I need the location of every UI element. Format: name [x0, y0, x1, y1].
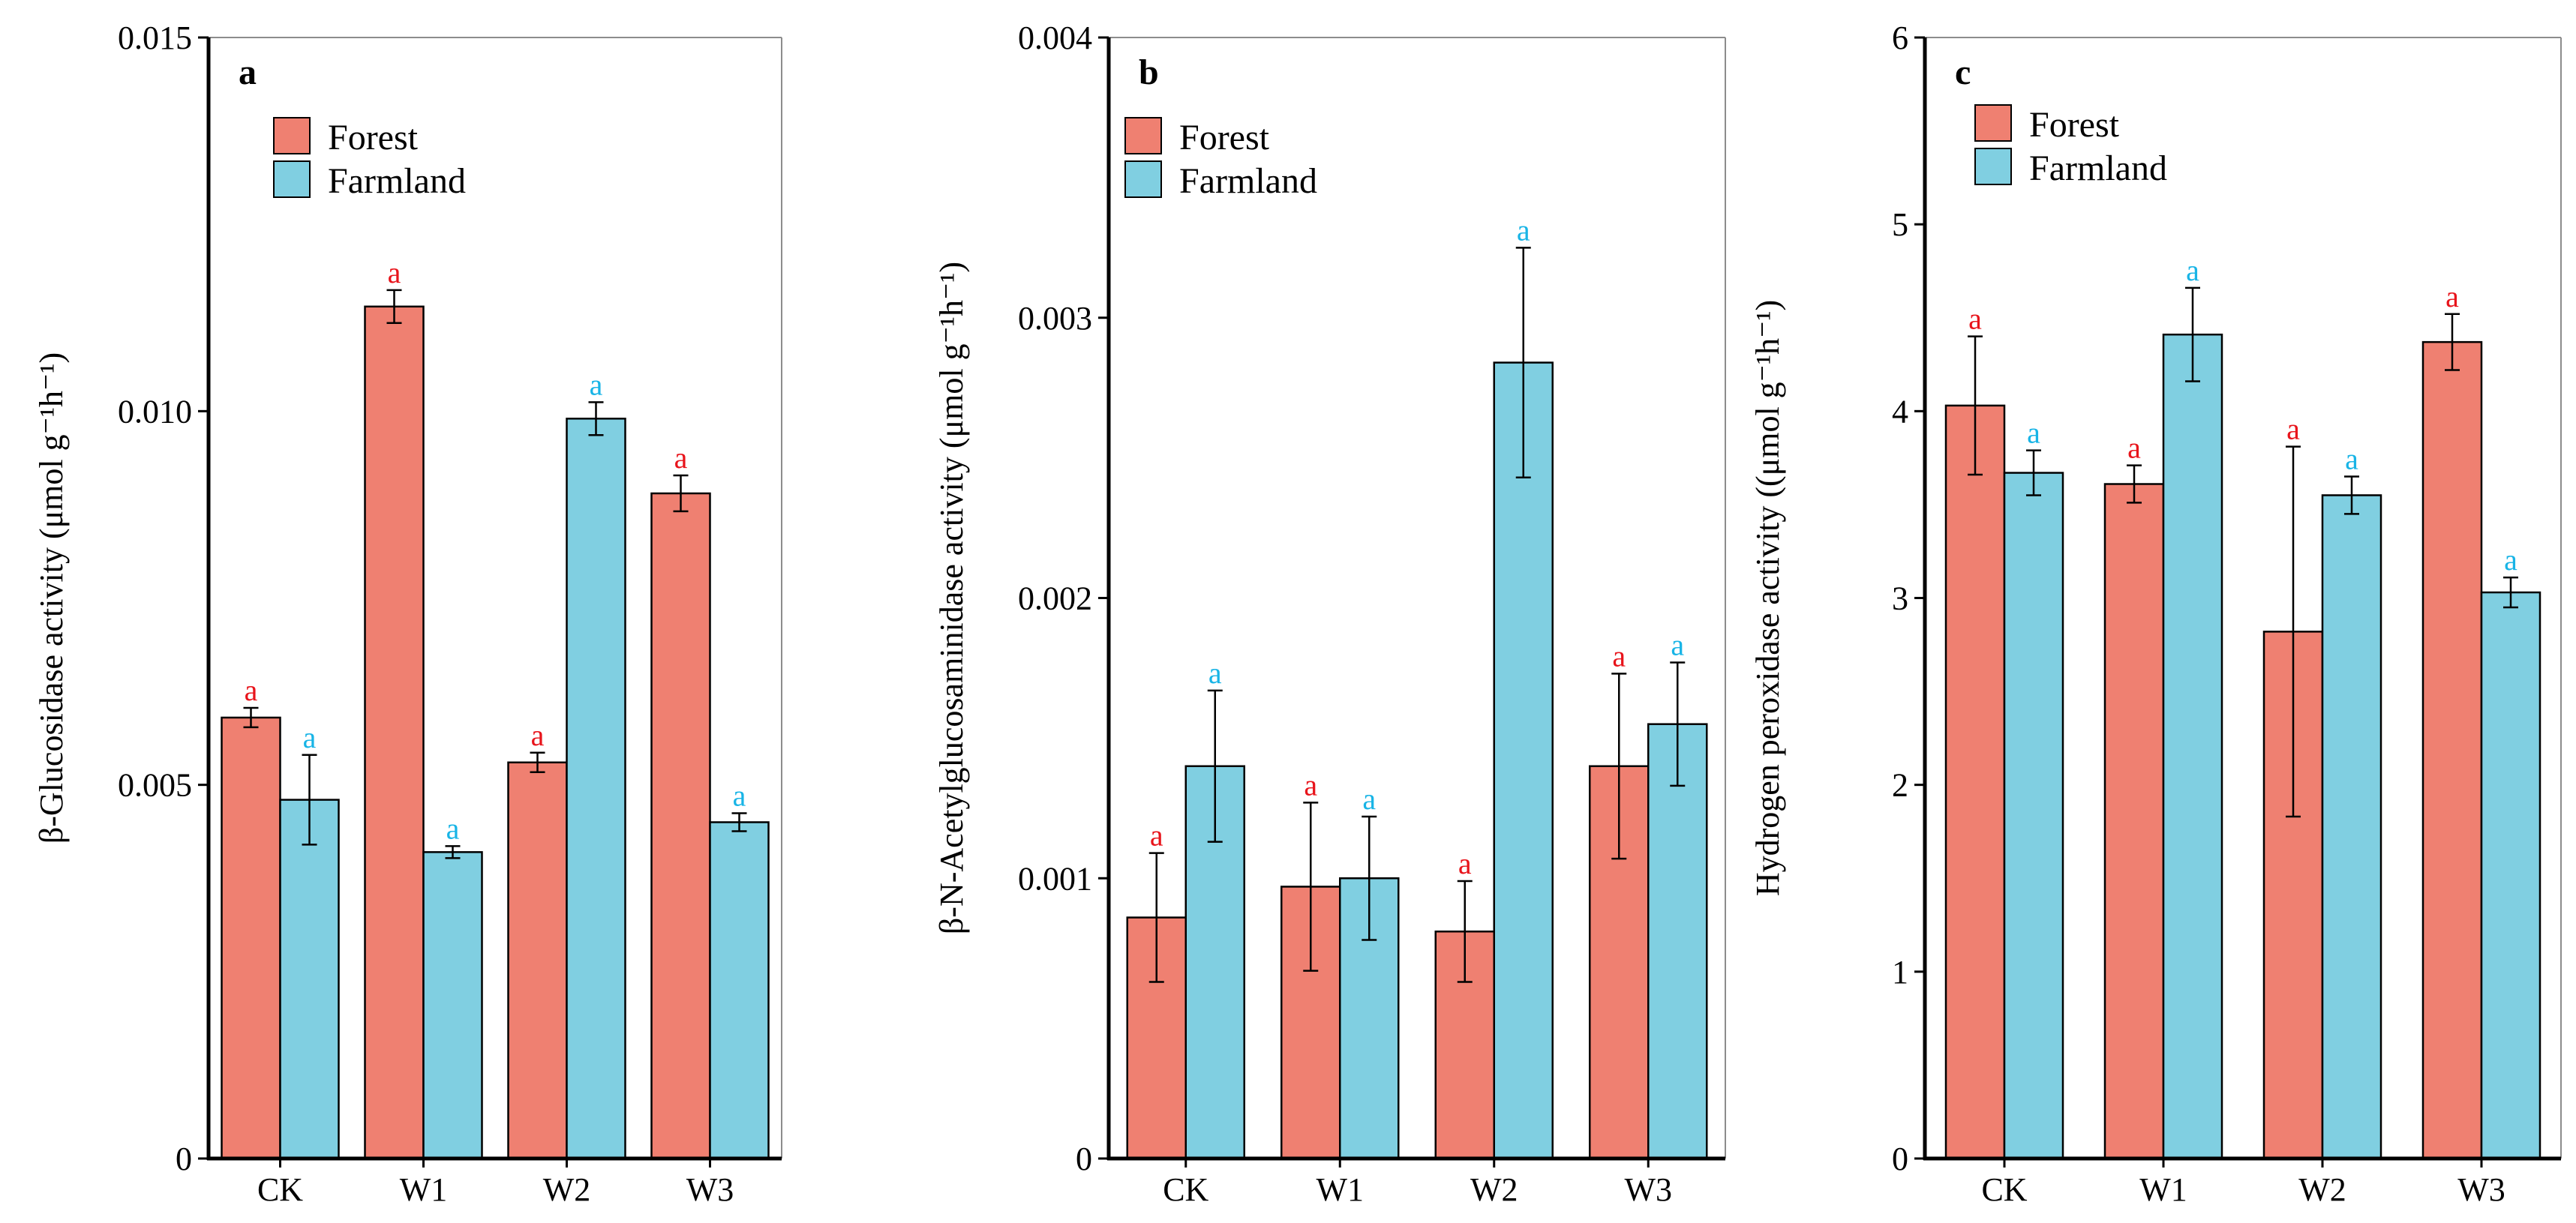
x-tick-label: W2 [543, 1171, 591, 1208]
legend-label-forest: Forest [1179, 118, 1270, 157]
y-tick-label: 0 [1892, 1141, 1908, 1177]
bar-farmland-w2 [2321, 494, 2382, 1160]
bar-farmland-ck [279, 799, 340, 1160]
y-tick-label: 4 [1892, 393, 1908, 430]
y-tick-label: 0 [1076, 1141, 1092, 1177]
bar-farmland-w2 [1493, 361, 1554, 1160]
x-tick-label: W3 [1624, 1171, 1672, 1208]
bar-forest-ck [221, 716, 281, 1160]
panel-letter: a [239, 52, 257, 92]
significance-letter: a [1208, 656, 1222, 690]
y-tick-label: 5 [1892, 206, 1908, 243]
x-tick-label: W2 [2298, 1171, 2346, 1208]
significance-letter: a [1150, 819, 1163, 853]
chart-panel-b: a a a a a a a a 0 0.001 0.002 0.003 0.004 CK W1 W2 W3 β-N… [933, 19, 1726, 1208]
legend-label-forest: Forest [2029, 105, 2120, 145]
legend-swatch-farmland [273, 160, 311, 198]
y-tick-label: 0 [176, 1141, 192, 1177]
panel-letter: b [1139, 52, 1159, 92]
bar-forest-w3 [2421, 340, 2483, 1160]
significance-letter: a [590, 367, 603, 401]
y-tick-label: 0.010 [118, 393, 192, 430]
legend-swatch-forest [1974, 104, 2012, 142]
y-tick-label: 3 [1892, 580, 1908, 617]
legend-swatch-farmland [1124, 160, 1162, 198]
x-tick-label: W2 [1470, 1171, 1518, 1208]
bar-forest-w1 [364, 305, 425, 1160]
significance-letter: a [303, 721, 317, 754]
bar-farmland-w2 [566, 418, 626, 1160]
x-tick-label: CK [1981, 1171, 2027, 1208]
y-axis-title: β-Glucosidase activity (μmol g⁻¹h⁻¹) [33, 352, 70, 844]
significance-letter: a [1517, 213, 1530, 247]
significance-letter: a [446, 811, 460, 845]
bar-farmland-w1 [422, 851, 483, 1160]
x-tick-label: W3 [2457, 1171, 2505, 1208]
y-tick-label: 0.015 [118, 19, 192, 56]
x-tick-label: W1 [1316, 1171, 1364, 1208]
significance-letter: a [2127, 431, 2141, 465]
bar-forest-w1 [2103, 483, 2165, 1160]
x-tick-label: CK [257, 1171, 303, 1208]
x-tick-label: W1 [400, 1171, 448, 1208]
significance-letter: a [2504, 543, 2517, 577]
legend-swatch-forest [1124, 117, 1162, 154]
bar-forest-ck [1944, 404, 2006, 1160]
significance-letter: a [2286, 412, 2300, 446]
significance-letter: a [2445, 280, 2459, 313]
bar-forest-w3 [650, 492, 711, 1160]
chart-panel-a: a a a a a a a a 0 0.005 0.010 0.015 CK W1 W2 W3 β-Glucos… [33, 19, 782, 1208]
y-tick-label: 0.005 [118, 767, 192, 804]
x-tick-label: W1 [2139, 1171, 2187, 1208]
significance-letter: a [1968, 302, 1982, 336]
y-axis-title: β-N-Acetylglucosaminidase activity (μmol… [933, 262, 970, 934]
y-tick-label: 1 [1892, 954, 1908, 991]
significance-letter: a [531, 718, 545, 752]
significance-letter: a [733, 779, 746, 813]
significance-letter: a [2027, 416, 2040, 450]
bar-forest-w2 [507, 761, 568, 1160]
legend-swatch-farmland [1974, 148, 2012, 185]
y-tick-label: 0.003 [1018, 300, 1092, 337]
significance-letter: a [1671, 628, 1684, 661]
significance-letter: a [388, 256, 401, 289]
significance-letter: a [2186, 253, 2199, 287]
x-tick-label: CK [1163, 1171, 1208, 1208]
y-axis-title: Hydrogen peroxidase activity ((μmol g⁻¹h… [1749, 300, 1786, 896]
y-tick-label: 6 [1892, 19, 1908, 56]
significance-letter: a [2345, 442, 2358, 476]
significance-letter: a [245, 673, 258, 707]
y-tick-label: 0.001 [1018, 860, 1092, 897]
bar-farmland-ck [2003, 472, 2064, 1160]
y-tick-label: 0.002 [1018, 580, 1092, 617]
legend-label-farmland: Farmland [328, 161, 466, 201]
legend-label-farmland: Farmland [2029, 148, 2167, 188]
bar-farmland-w3 [2480, 591, 2541, 1160]
legend-label-forest: Forest [328, 118, 419, 157]
bar-farmland-w1 [2162, 333, 2223, 1160]
bar-farmland-w3 [1647, 723, 1708, 1160]
bar-farmland-w3 [709, 821, 770, 1160]
significance-letter: a [1612, 639, 1626, 673]
x-tick-label: W3 [686, 1171, 734, 1208]
y-tick-label: 0.004 [1018, 19, 1092, 56]
y-tick-label: 2 [1892, 767, 1908, 804]
legend-swatch-forest [273, 117, 311, 154]
significance-letter: a [674, 441, 688, 475]
chart-panel-c: a a a a a a a a 0 1 2 3 4 5 6 CK W1 W2 W3 Hydrogen peroxida… [1749, 19, 2562, 1208]
legend-label-farmland: Farmland [1179, 161, 1317, 201]
significance-letter: a [1304, 768, 1317, 802]
significance-letter: a [1458, 847, 1472, 880]
panel-letter: c [1955, 52, 1971, 92]
significance-letter: a [1362, 782, 1376, 816]
